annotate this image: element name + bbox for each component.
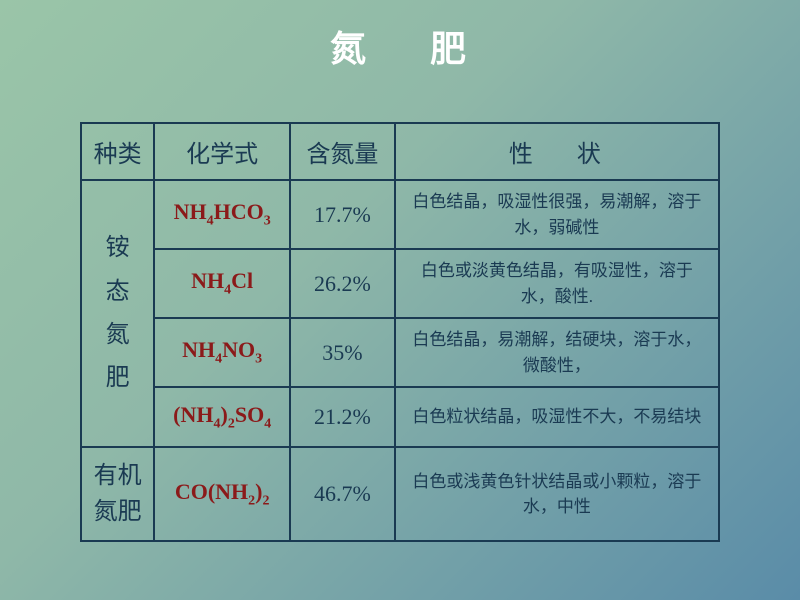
- nitrogen-value: 21.2%: [290, 387, 395, 447]
- category-organic: 有机 氮肥: [81, 447, 154, 541]
- properties-text: 白色或浅黄色针状结晶或小颗粒，溶于水，中性: [395, 447, 719, 541]
- properties-text: 白色结晶，吸湿性很强，易潮解，溶于水，弱碱性: [395, 180, 719, 249]
- properties-text: 白色结晶，易潮解，结硬块，溶于水，微酸性，: [395, 318, 719, 387]
- properties-text: 白色或淡黄色结晶，有吸湿性，溶于水，酸性.: [395, 249, 719, 318]
- table-row: (NH4)2SO4 21.2% 白色粒状结晶，吸湿性不大，不易结块: [81, 387, 719, 447]
- properties-text: 白色粒状结晶，吸湿性不大，不易结块: [395, 387, 719, 447]
- table-container: 种类 化学式 含氮量 性状 铵 态 氮 肥 NH4HCO3 17.7% 白色结晶…: [0, 122, 800, 542]
- formula-nh42so4: (NH4)2SO4: [154, 387, 290, 447]
- table-row: NH4Cl 26.2% 白色或淡黄色结晶，有吸湿性，溶于水，酸性.: [81, 249, 719, 318]
- table-row: 铵 态 氮 肥 NH4HCO3 17.7% 白色结晶，吸湿性很强，易潮解，溶于水…: [81, 180, 719, 249]
- fertilizer-table: 种类 化学式 含氮量 性状 铵 态 氮 肥 NH4HCO3 17.7% 白色结晶…: [80, 122, 720, 542]
- formula-conh22: CO(NH2)2: [154, 447, 290, 541]
- formula-nh4no3: NH4NO3: [154, 318, 290, 387]
- header-category: 种类: [81, 123, 154, 180]
- formula-nh4cl: NH4Cl: [154, 249, 290, 318]
- table-row: 有机 氮肥 CO(NH2)2 46.7% 白色或浅黄色针状结晶或小颗粒，溶于水，…: [81, 447, 719, 541]
- header-nitrogen: 含氮量: [290, 123, 395, 180]
- nitrogen-value: 26.2%: [290, 249, 395, 318]
- table-row: NH4NO3 35% 白色结晶，易潮解，结硬块，溶于水，微酸性，: [81, 318, 719, 387]
- nitrogen-value: 17.7%: [290, 180, 395, 249]
- nitrogen-value: 46.7%: [290, 447, 395, 541]
- table-header-row: 种类 化学式 含氮量 性状: [81, 123, 719, 180]
- title-char-1: 氮: [330, 29, 370, 69]
- title-char-2: 肥: [430, 29, 470, 69]
- header-formula: 化学式: [154, 123, 290, 180]
- category-ammonium: 铵 态 氮 肥: [81, 180, 154, 447]
- nitrogen-value: 35%: [290, 318, 395, 387]
- header-properties: 性状: [395, 123, 719, 180]
- page-title: 氮肥: [0, 0, 800, 72]
- formula-nh4hco3: NH4HCO3: [154, 180, 290, 249]
